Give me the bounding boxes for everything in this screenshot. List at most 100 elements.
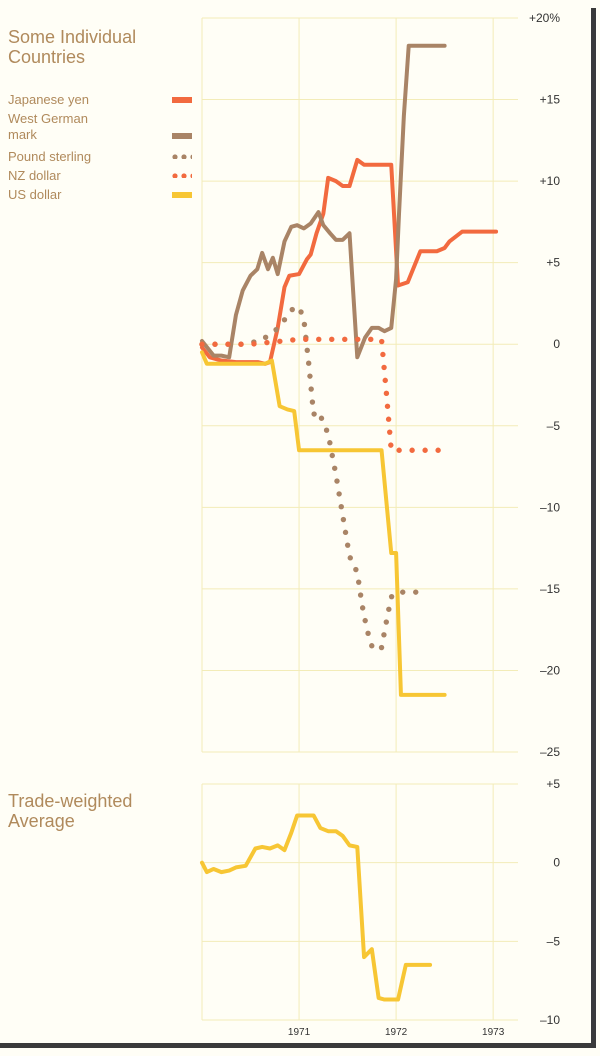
- point-pound-sterling: [413, 589, 419, 595]
- legend-swatch-sterling: [172, 154, 192, 159]
- point-nz-dollar: [329, 336, 335, 343]
- point-pound-sterling: [334, 478, 340, 484]
- series-line-us-dollar: [200, 350, 447, 697]
- y-tick-label-top-2: +10: [540, 174, 561, 188]
- point-nz-dollar: [212, 341, 218, 347]
- point-nz-dollar: [238, 341, 244, 347]
- point-pound-sterling: [388, 593, 395, 600]
- legend-label-usd: US dollar: [8, 187, 62, 202]
- point-pound-sterling: [307, 373, 313, 379]
- point-pound-sterling: [336, 491, 342, 497]
- y-tick-label-top-8: –20: [540, 663, 560, 677]
- y-tick-label-bottom-1: 0: [553, 856, 560, 870]
- legend-swatch-usd: [172, 192, 192, 198]
- point-pound-sterling: [301, 321, 308, 328]
- point-pound-sterling: [362, 617, 368, 624]
- point-nz-dollar: [387, 429, 393, 435]
- point-pound-sterling: [323, 427, 330, 433]
- legend-swatch-yen: [172, 97, 192, 103]
- point-pound-sterling: [305, 360, 312, 366]
- y-tick-label-bottom-0: +5: [546, 777, 560, 791]
- series-line-trade-weighted: [200, 813, 433, 1002]
- x-tick-label-1: 1972: [385, 1027, 408, 1038]
- point-nz-dollar: [290, 337, 296, 343]
- point-pound-sterling: [329, 452, 335, 459]
- point-pound-sterling: [369, 643, 375, 649]
- legend: Japanese yen West German mark Pound ster…: [8, 92, 198, 206]
- top-chart-title: Some Individual Countries: [8, 27, 137, 67]
- point-nz-dollar: [382, 377, 388, 384]
- point-pound-sterling: [381, 632, 387, 638]
- y-tick-label-bottom-3: –10: [540, 1013, 560, 1027]
- point-nz-dollar: [355, 336, 361, 343]
- point-nz-dollar: [379, 338, 385, 345]
- y-tick-label-top-6: –10: [540, 500, 560, 514]
- series-line-west-german-mark: [200, 43, 447, 360]
- point-pound-sterling: [347, 555, 353, 561]
- x-tick-label-0: 1971: [288, 1027, 311, 1038]
- y-tick-label-top-4: 0: [553, 337, 560, 351]
- point-nz-dollar: [380, 351, 386, 358]
- bottom-chart-title: Trade-weighted Average: [8, 791, 133, 831]
- legend-item-usd: US dollar: [8, 187, 198, 206]
- point-pound-sterling: [340, 516, 347, 523]
- point-pound-sterling: [273, 326, 279, 333]
- point-nz-dollar: [277, 338, 283, 344]
- legend-label-nz: NZ dollar: [8, 168, 61, 183]
- point-nz-dollar: [409, 447, 415, 453]
- point-pound-sterling: [327, 440, 333, 446]
- point-nz-dollar: [342, 336, 348, 343]
- legend-label-yen: Japanese yen: [8, 92, 89, 107]
- point-nz-dollar: [422, 447, 428, 453]
- point-nz-dollar: [303, 336, 309, 343]
- top-chart: +20% +15 +10 +5 0 –5 –10 –15 –20 –25: [199, 11, 561, 759]
- point-pound-sterling: [289, 306, 295, 313]
- point-pound-sterling: [365, 630, 371, 636]
- point-nz-dollar: [368, 336, 374, 343]
- legend-item-sterling: Pound sterling: [8, 149, 198, 168]
- point-nz-dollar: [396, 447, 402, 453]
- point-pound-sterling: [386, 606, 392, 612]
- point-pound-sterling: [356, 579, 362, 585]
- point-pound-sterling: [383, 619, 389, 625]
- point-pound-sterling: [344, 542, 351, 548]
- point-nz-dollar: [384, 403, 391, 409]
- legend-item-yen: Japanese yen: [8, 92, 198, 111]
- point-pound-sterling: [338, 504, 344, 510]
- point-pound-sterling: [304, 347, 310, 353]
- point-pound-sterling: [359, 605, 366, 611]
- point-pound-sterling: [332, 465, 338, 471]
- point-nz-dollar: [383, 390, 390, 397]
- legend-swatch-mark: [172, 133, 192, 139]
- y-tick-label-top-5: –5: [547, 419, 561, 433]
- y-tick-label-top-0: +20%: [529, 11, 560, 25]
- point-pound-sterling: [311, 411, 317, 417]
- point-nz-dollar: [381, 364, 387, 371]
- point-pound-sterling: [309, 399, 316, 405]
- point-pound-sterling: [400, 589, 406, 595]
- y-tick-label-bottom-2: –5: [547, 934, 561, 948]
- point-nz-dollar: [435, 447, 441, 453]
- point-nz-dollar: [264, 339, 270, 346]
- y-tick-label-top-7: –15: [540, 582, 560, 596]
- y-tick-label-top-9: –25: [540, 745, 560, 759]
- point-pound-sterling: [353, 566, 359, 573]
- frame-border-right: [591, 8, 596, 1048]
- x-tick-label-2: 1973: [482, 1027, 505, 1038]
- point-pound-sterling: [378, 644, 385, 651]
- frame-border-bottom: [0, 1043, 596, 1048]
- legend-swatch-nz: [172, 173, 192, 178]
- y-tick-label-top-3: +5: [546, 256, 560, 270]
- point-nz-dollar: [225, 341, 231, 347]
- point-nz-dollar: [316, 336, 322, 343]
- point-nz-dollar: [385, 416, 392, 422]
- point-pound-sterling: [298, 309, 304, 315]
- point-nz-dollar: [199, 341, 205, 347]
- legend-item-mark: West German mark: [8, 111, 198, 149]
- point-nz-dollar: [251, 341, 257, 347]
- point-pound-sterling: [357, 592, 364, 598]
- legend-label-sterling: Pound sterling: [8, 149, 92, 164]
- legend-item-nz: NZ dollar: [8, 168, 198, 187]
